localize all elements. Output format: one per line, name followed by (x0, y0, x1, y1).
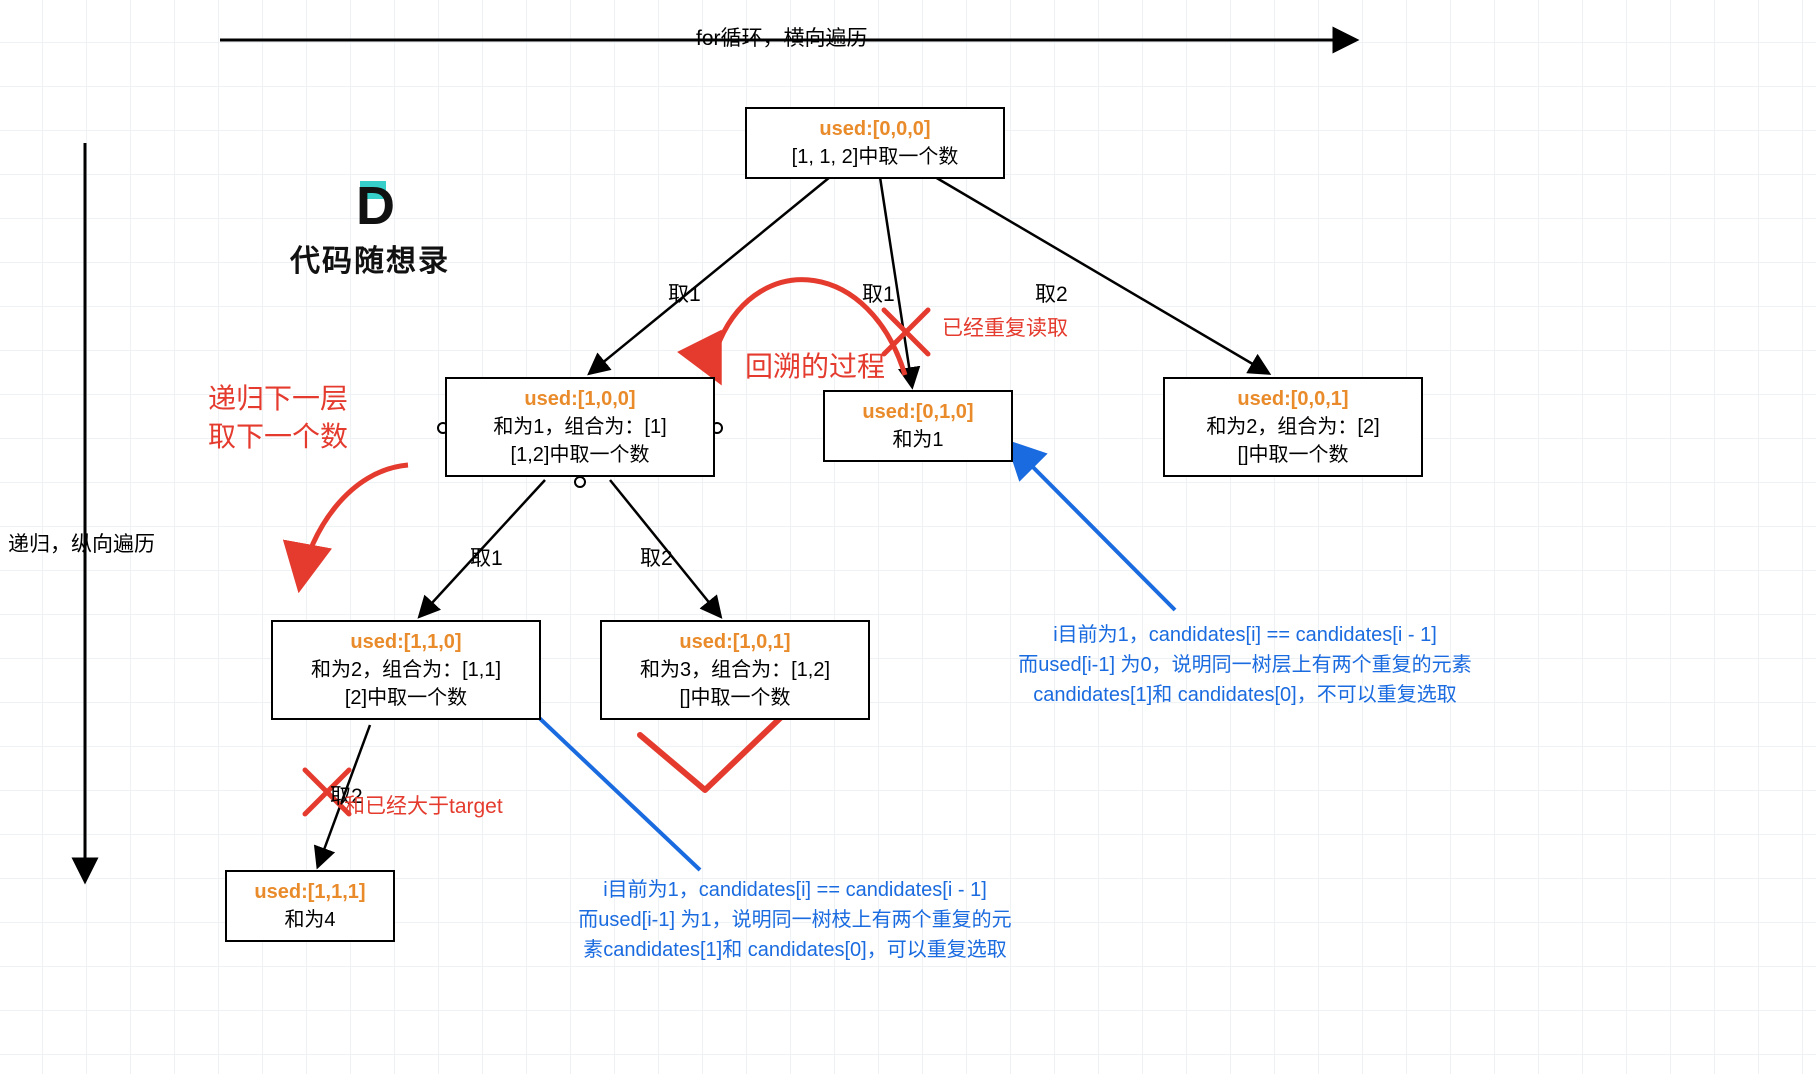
recurse-arrow (300, 465, 408, 585)
node-n110: used:[1,1,0] 和为2，组合为：[1,1] [2]中取一个数 (271, 620, 541, 720)
node-n010: used:[0,1,0] 和为1 (823, 390, 1013, 462)
x-mark-duplicate (884, 310, 928, 354)
logo-text: 代码随想录 (290, 236, 450, 280)
node-root: used:[0,0,0] [1, 1, 2]中取一个数 (745, 107, 1005, 179)
edge-label-3: 取1 (470, 542, 503, 572)
blue-arrow-2 (1010, 444, 1175, 610)
backtrack-note: 回溯的过程 (745, 348, 885, 386)
edge-label-1: 取1 (862, 278, 895, 308)
blue-note-1: i目前为1，candidates[i] == candidates[i - 1]… (535, 875, 1055, 965)
recurse-note: 递归下一层 取下一个数 (208, 380, 348, 456)
node-n111: used:[1,1,1] 和为4 (225, 870, 395, 942)
edge-label-0: 取1 (668, 278, 701, 308)
node-n101: used:[1,0,1] 和为3，组合为：[1,2] []中取一个数 (600, 620, 870, 720)
x-note-target: 和已经大于target (344, 790, 503, 820)
axis-v-label: 递归，纵向遍历 (8, 528, 155, 558)
node-n100: used:[1,0,0] 和为1，组合为：[1] [1,2]中取一个数 (445, 377, 715, 477)
edge-label-4: 取2 (640, 542, 673, 572)
edge-label-2: 取2 (1035, 278, 1068, 308)
x-note-duplicate: 已经重复读取 (942, 312, 1068, 342)
diagram-layer: for循环，横向遍历 递归，纵向遍历 D 代码随想录 used:[0,0,0] … (0, 0, 1816, 1074)
axis-h-label: for循环，横向遍历 (696, 22, 868, 52)
blue-note-2: i目前为1，candidates[i] == candidates[i - 1]… (975, 620, 1515, 710)
node-n001: used:[0,0,1] 和为2，组合为：[2] []中取一个数 (1163, 377, 1423, 477)
logo-mark: D (356, 175, 395, 237)
